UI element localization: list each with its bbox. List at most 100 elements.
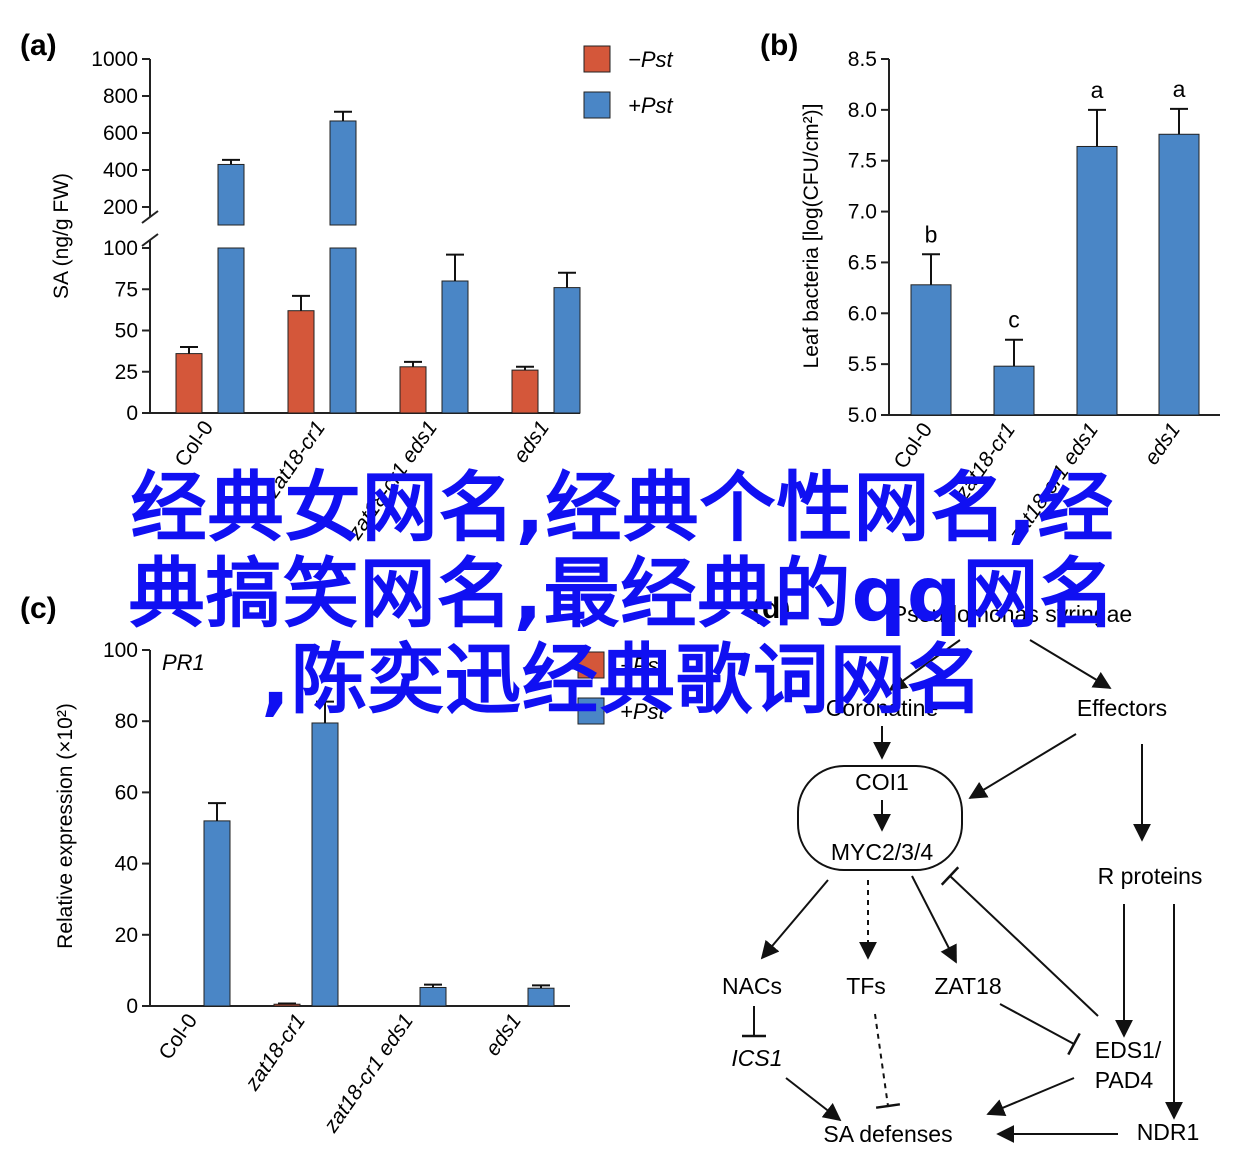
chart-a: (a) 0 25 50 75 100 200 400 600 800 1000 SA (ng/g FW… bbox=[20, 29, 674, 544]
a-ytick-lower-0: 0 bbox=[126, 402, 138, 425]
overlay-line-2: 典搞笑网名,最经典的qq网名 bbox=[128, 549, 1117, 638]
b-ytick-1: 5.5 bbox=[848, 353, 877, 376]
c-ytick-4: 80 bbox=[115, 710, 138, 733]
a-ytick-lower-4: 100 bbox=[103, 237, 138, 260]
edge-tfs-sadef bbox=[874, 1013, 889, 1107]
node-zat18: ZAT18 bbox=[934, 973, 1001, 999]
b-ylabel: Leaf bacteria [log(CFU/cm²)] bbox=[800, 104, 823, 369]
c-bar-s1-c1 bbox=[311, 722, 339, 1007]
b-ytick-3: 6.5 bbox=[848, 251, 877, 274]
b-bar-0 bbox=[910, 284, 952, 416]
a-bar-s1-c1-lower bbox=[329, 247, 357, 414]
c-legend-label-1: +Pst bbox=[620, 699, 666, 724]
edge-pad4-sadef bbox=[986, 1077, 1075, 1117]
node-effectors: Effectors bbox=[1077, 695, 1167, 721]
a-axis-break-2 bbox=[141, 210, 159, 224]
b-bar-1 bbox=[993, 365, 1035, 416]
a-bar-s1-c0-upper bbox=[217, 163, 245, 226]
a-ytick-upper-4: 1000 bbox=[91, 48, 138, 71]
b-ytick-2: 6.0 bbox=[848, 302, 877, 325]
edge-pathogen-coronatine bbox=[888, 639, 961, 692]
a-ytick-lower-2: 50 bbox=[115, 320, 138, 343]
node-nacs: NACs bbox=[722, 973, 782, 999]
c-legend-label-0: −Pst bbox=[620, 653, 666, 678]
b-sig-label-2: a bbox=[1091, 77, 1104, 103]
coi1-myc-complex bbox=[797, 765, 963, 871]
c-ytick-5: 100 bbox=[103, 639, 138, 662]
a-ytick-lower-3: 75 bbox=[115, 278, 138, 301]
a-bar-s1-c0-lower bbox=[217, 247, 245, 414]
b-category-3: eds1 bbox=[1140, 419, 1185, 470]
node-myc: MYC2/3/4 bbox=[831, 839, 933, 865]
edge-pathogen-effectors bbox=[1029, 639, 1112, 689]
b-ytick-0: 5.0 bbox=[848, 404, 877, 427]
a-ytick-upper-1: 400 bbox=[103, 159, 138, 182]
b-ytick-6: 8.0 bbox=[848, 99, 877, 122]
b-bar-3 bbox=[1158, 133, 1200, 416]
panel-c-tag: (c) bbox=[20, 592, 57, 625]
a-legend-swatch-1 bbox=[583, 91, 611, 119]
c-legend-swatch-0 bbox=[577, 651, 605, 679]
a-bar-s0-c1 bbox=[287, 310, 315, 414]
edge-zat18-eds1 bbox=[999, 1003, 1075, 1045]
c-category-2: zat18-cr1 eds1 bbox=[319, 1010, 418, 1138]
node-coi1: COI1 bbox=[855, 769, 909, 795]
b-sig-label-1: c bbox=[1008, 307, 1020, 333]
c-ytick-0: 0 bbox=[126, 995, 138, 1018]
node-rproteins: R proteins bbox=[1098, 863, 1203, 889]
a-ytick-upper-3: 800 bbox=[103, 85, 138, 108]
a-axis-break-1 bbox=[141, 233, 159, 247]
a-bar-s0-c2 bbox=[399, 366, 427, 414]
a-bar-s1-c3 bbox=[553, 287, 581, 414]
a-ytick-lower-1: 25 bbox=[115, 361, 138, 384]
node-ndr1: NDR1 bbox=[1137, 1119, 1200, 1145]
c-bar-s1-c3 bbox=[527, 987, 555, 1007]
c-category-3: eds1 bbox=[481, 1010, 526, 1061]
a-legend-swatch-0 bbox=[583, 45, 611, 73]
panel-b-tag: (b) bbox=[760, 29, 798, 62]
a-bar-s1-c2 bbox=[441, 280, 469, 414]
node-pathogen: Pseudomonas syringae bbox=[892, 601, 1132, 627]
edge-eds1-myc bbox=[949, 875, 1099, 1017]
b-bar-2 bbox=[1076, 145, 1118, 416]
overlay-line-3: ,陈奕迅经典歌词网名 bbox=[261, 635, 984, 724]
a-bar-s0-c3 bbox=[511, 369, 539, 414]
node-ics1: ICS1 bbox=[731, 1045, 782, 1071]
a-legend-label-1: +Pst bbox=[628, 93, 674, 118]
edge-effectors-coi1 bbox=[968, 733, 1077, 799]
c-ylabel: Relative expression (×10²) bbox=[54, 703, 77, 949]
c-ytick-2: 40 bbox=[115, 853, 138, 876]
edge-myc-zat18 bbox=[911, 875, 957, 964]
diagram-d: (d) Pseudomonas syringae Coronatine Effecto… bbox=[722, 592, 1202, 1147]
overlay-title: 经典女网名,经典个性网名,经 典搞笑网名,最经典的qq网名 ,陈奕迅经典歌词网名 bbox=[0, 465, 1245, 723]
c-bar-s1-c0 bbox=[203, 820, 231, 1007]
b-sig-label-3: a bbox=[1173, 76, 1186, 102]
a-ytick-upper-2: 600 bbox=[103, 122, 138, 145]
a-bar-s1-c1-upper bbox=[329, 120, 357, 226]
a-category-3: eds1 bbox=[509, 417, 554, 468]
node-sadef: SA defenses bbox=[823, 1121, 952, 1147]
b-ytick-4: 7.0 bbox=[848, 201, 877, 224]
overlay-line-1: 经典女网名,经典个性网名,经 bbox=[130, 463, 1115, 552]
c-title: PR1 bbox=[162, 650, 205, 675]
edge-zat18-eds1-bar bbox=[1067, 1032, 1081, 1056]
edge-ics1-sadef bbox=[785, 1077, 842, 1122]
c-category-0: Col-0 bbox=[154, 1010, 202, 1064]
b-sig-label-0: b bbox=[925, 221, 938, 247]
a-ylabel: SA (ng/g FW) bbox=[50, 173, 73, 299]
a-legend-label-0: −Pst bbox=[628, 47, 674, 72]
node-pad4: PAD4 bbox=[1095, 1067, 1154, 1093]
panel-d-tag: (d) bbox=[752, 592, 790, 625]
c-category-1: zat18-cr1 bbox=[240, 1010, 310, 1096]
node-tfs: TFs bbox=[846, 973, 886, 999]
c-legend-swatch-1 bbox=[577, 697, 605, 725]
edge-myc-nacs bbox=[760, 879, 829, 960]
c-bar-s1-c2 bbox=[419, 986, 447, 1007]
edge-tfs-sadef-bar bbox=[875, 1103, 901, 1109]
edge-eds1-myc-bar bbox=[940, 866, 960, 886]
c-ytick-3: 60 bbox=[115, 781, 138, 804]
b-ytick-5: 7.5 bbox=[848, 150, 877, 173]
b-ytick-7: 8.5 bbox=[848, 48, 877, 71]
a-ytick-upper-0: 200 bbox=[103, 196, 138, 219]
